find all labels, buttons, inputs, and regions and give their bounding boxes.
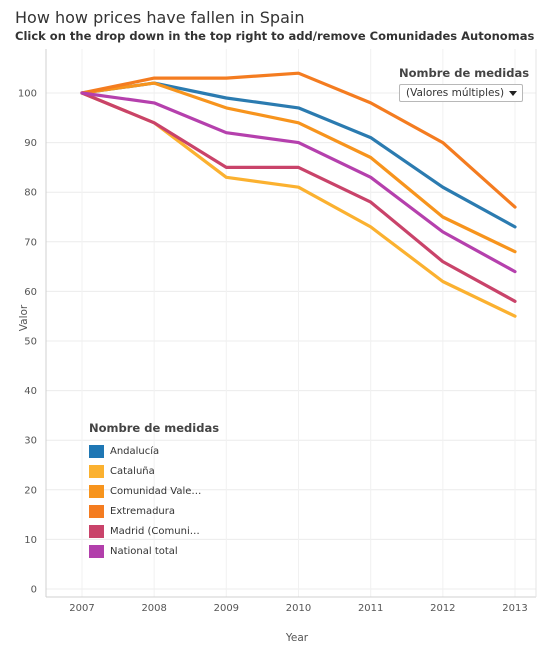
legend-swatch — [89, 524, 104, 538]
y-tick-label: 10 — [24, 535, 37, 546]
legend-item[interactable]: Andalucía — [89, 441, 219, 461]
legend-item[interactable]: Madrid (Comuni… — [89, 521, 219, 541]
legend-label: Madrid (Comuni… — [110, 525, 200, 537]
x-axis-title: Year — [285, 632, 309, 644]
x-tick-label: 2007 — [69, 603, 94, 614]
legend-item[interactable]: Cataluña — [89, 461, 219, 481]
chevron-down-icon[interactable] — [509, 91, 517, 96]
y-tick-label: 70 — [24, 237, 37, 248]
chart-title: How how prices have fallen in Spain — [15, 8, 305, 27]
y-axis-title: Valor — [18, 304, 30, 331]
legend-label: Extremadura — [110, 505, 175, 517]
chart-subtitle: Click on the drop down in the top right … — [15, 29, 535, 43]
x-tick-label: 2010 — [286, 603, 311, 614]
legend-label: Comunidad Vale… — [110, 485, 202, 497]
series-layer[interactable] — [80, 71, 517, 318]
measure-dropdown[interactable]: (Valores múltiples) — [399, 84, 523, 102]
legend-swatch — [89, 444, 104, 458]
y-tick-label: 50 — [24, 337, 37, 348]
legend-item[interactable]: Comunidad Vale… — [89, 481, 219, 501]
y-tick-label: 100 — [18, 89, 37, 100]
series-line-extremadura[interactable] — [80, 71, 517, 209]
y-tick-label: 90 — [24, 138, 37, 149]
y-tick-label: 20 — [24, 485, 37, 496]
legend-label: Cataluña — [110, 465, 155, 477]
x-tick-label: 2008 — [141, 603, 166, 614]
measure-filter: Nombre de medidas (Valores múltiples) — [399, 66, 531, 102]
legend-title: Nombre de medidas — [89, 421, 220, 435]
series-line-madrid-comuni[interactable] — [80, 91, 517, 303]
y-tick-label: 60 — [24, 287, 37, 298]
legend-swatch — [89, 544, 104, 558]
y-tick-label: 40 — [24, 386, 37, 397]
legend-swatch — [89, 484, 104, 498]
legend-label: National total — [110, 545, 178, 557]
legend-item[interactable]: National total — [89, 541, 219, 561]
legend-item[interactable]: Extremadura — [89, 501, 219, 521]
y-tick-label: 0 — [31, 585, 37, 596]
legend-label: Andalucía — [110, 445, 160, 457]
x-tick-label: 2011 — [358, 603, 383, 614]
dropdown-selected-value: (Valores múltiples) — [406, 87, 505, 99]
series-line-comunidad-vale[interactable] — [80, 81, 517, 254]
axis-layer: 0 10 20 30 40 50 60 70 80 90 100 2007 2008 2009 2010 20… — [18, 49, 537, 614]
x-tick-label: 2013 — [502, 603, 527, 614]
x-tick-label: 2009 — [214, 603, 239, 614]
x-tick-label: 2012 — [430, 603, 455, 614]
legend-swatch — [89, 464, 104, 478]
legend-items: Andalucía Cataluña Comunidad Vale… Extremad… — [89, 441, 219, 561]
y-tick-label: 80 — [24, 188, 37, 199]
series-line-national-total[interactable] — [80, 91, 517, 274]
legend-swatch — [89, 504, 104, 518]
filter-title: Nombre de medidas — [399, 66, 530, 80]
y-tick-label: 30 — [24, 436, 37, 447]
legend: Nombre de medidas Andalucía Cataluña Comun… — [89, 421, 219, 561]
